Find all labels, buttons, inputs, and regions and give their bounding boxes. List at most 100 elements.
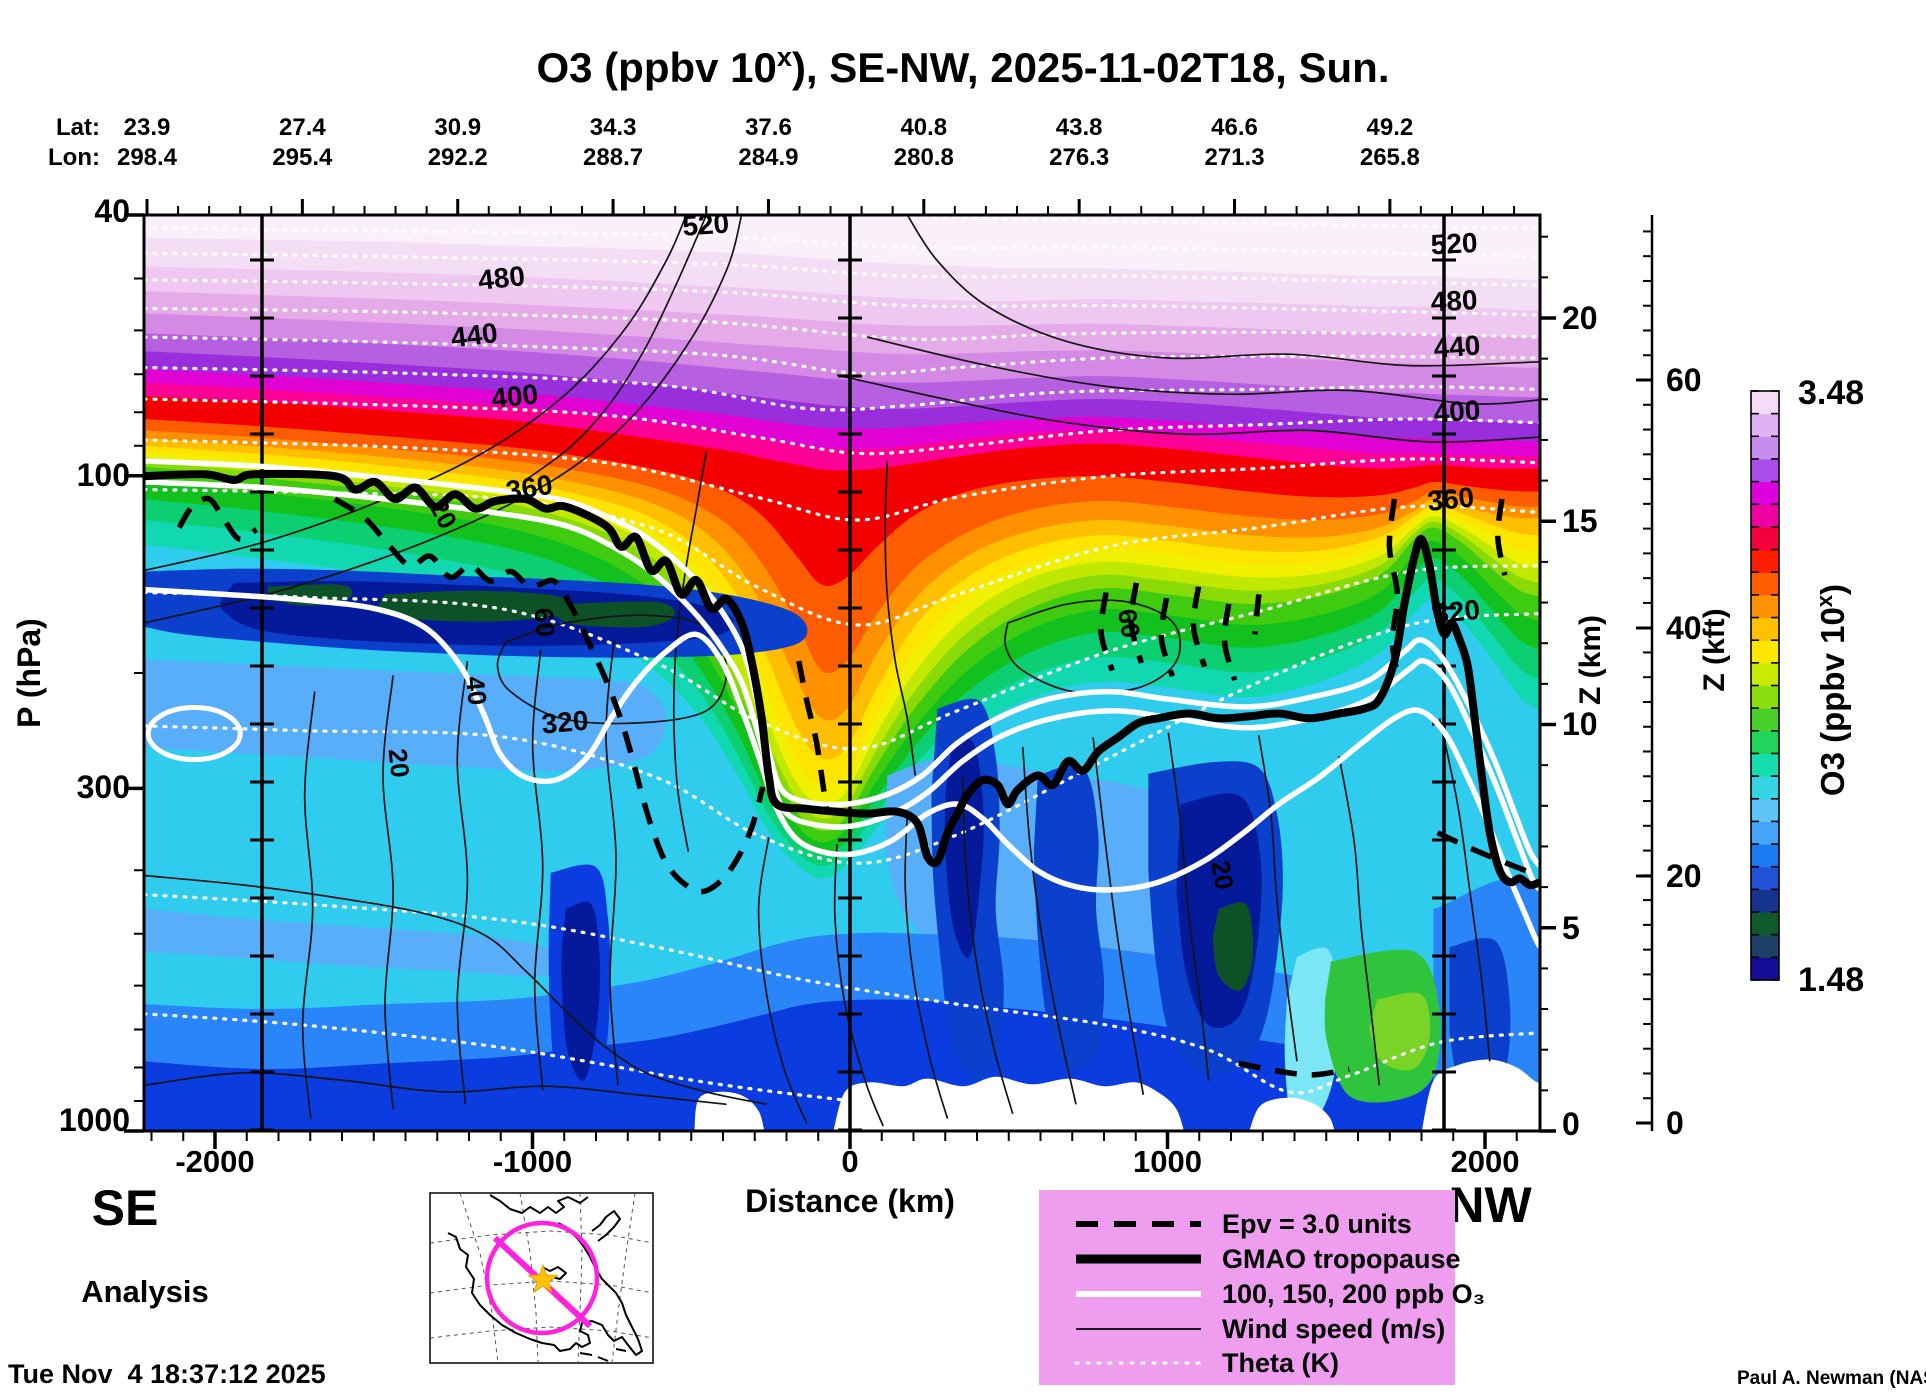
lon-value: 295.4 [272, 144, 333, 171]
theta-label: 400 [490, 378, 540, 414]
y-axis-title: P (hPa) [11, 618, 47, 728]
theta-contour [144, 335, 1540, 376]
map-transect-circle [484, 1220, 600, 1336]
wind-contour [1257, 735, 1298, 1062]
p-tick-label: 300 [77, 769, 130, 805]
colorbar-segment [1751, 640, 1779, 664]
map-graticule [577, 1193, 583, 1363]
wind-label: 40 [460, 675, 493, 707]
wind-contour [144, 1071, 727, 1106]
colorbar-min: 1.48 [1798, 961, 1864, 999]
colorbar [1750, 390, 1780, 981]
colorbar-segment [1751, 504, 1779, 528]
wind-contour [144, 874, 767, 1106]
nw-endpoint-label: NW [1448, 1177, 1532, 1233]
x-tick-label: 2000 [1451, 1144, 1520, 1179]
colorbar-segment [1751, 776, 1779, 800]
epv-contour [796, 660, 830, 814]
theta-contour [144, 1012, 960, 1113]
theta-label: 440 [449, 317, 499, 353]
chart-title: O3 (ppbv 10x), SE-NW, 2025-11-02T18, Sun… [537, 42, 1390, 91]
x-axis-title: Distance (km) [745, 1183, 955, 1219]
map-content [430, 1193, 653, 1363]
p-tick-label: 40 [94, 193, 130, 229]
o3-contour [144, 479, 1540, 892]
lon-row-label: Lon: [48, 144, 100, 171]
x-tick-label: 1000 [1133, 1144, 1202, 1179]
wind-jet-core [1004, 599, 1182, 694]
epv-contour [1128, 582, 1144, 664]
epv-contour [333, 496, 766, 895]
tropopause-line [144, 469, 1540, 890]
colorbar-segment [1751, 617, 1779, 641]
lat-value: 49.2 [1367, 114, 1414, 141]
colorbar-segment [1751, 821, 1779, 845]
wind-contour [1438, 718, 1491, 1062]
map-graticule [430, 1230, 653, 1244]
wind-contour [1338, 756, 1381, 1086]
lat-value: 27.4 [279, 114, 326, 141]
colorbar-segment [1751, 391, 1779, 415]
zkm-tick-label: 20 [1562, 300, 1598, 336]
legend-label-theta: Theta (K) [1222, 1348, 1339, 1378]
darkgreen-spot [1212, 902, 1254, 991]
wind-contour [301, 691, 316, 1119]
theta-label: 480 [477, 260, 527, 296]
theta-contour [144, 487, 1540, 627]
colorbar-segment [1751, 844, 1779, 868]
map-coastline [579, 1352, 593, 1356]
wind-contour [525, 215, 708, 481]
legend: Epv = 3.0 units GMAO tropopause 100, 150… [1039, 1190, 1485, 1385]
legend-label-epv: Epv = 3.0 units [1222, 1209, 1412, 1239]
wind-contour [1021, 746, 1077, 1105]
lon-value: 284.9 [738, 144, 798, 171]
lat-value: 37.6 [745, 114, 792, 141]
wind-contour [605, 640, 619, 1086]
zkft-tick-label: 40 [1666, 610, 1702, 646]
o3-contour [144, 586, 1540, 949]
zkft-tick-label: 60 [1666, 362, 1702, 398]
colorbar-segment [1751, 753, 1779, 777]
navy-streak [561, 901, 601, 1081]
wind-contour [884, 460, 917, 776]
colorbar-segment [1751, 685, 1779, 709]
p-tick-label: 1000 [59, 1102, 130, 1138]
wind-contour [836, 374, 1540, 443]
zkm-tick-label: 5 [1562, 910, 1580, 946]
map-graticule [430, 1326, 653, 1339]
colorbar-segment [1751, 594, 1779, 619]
theta-label: 400 [1433, 394, 1482, 428]
x-tick-label: -2000 [175, 1144, 254, 1179]
lon-value: 298.4 [117, 144, 178, 171]
legend-background [1039, 1190, 1455, 1385]
terrain-cutout [694, 1091, 765, 1131]
lon-value: 265.8 [1360, 144, 1420, 171]
cyan-column [1284, 947, 1340, 1129]
wind-contour [757, 837, 808, 1124]
wind-contour [144, 215, 743, 624]
theta-contour [144, 611, 1540, 865]
lat-value: 46.6 [1211, 114, 1258, 141]
colorbar-segment [1751, 912, 1779, 936]
lat-value: 34.3 [590, 114, 637, 141]
epv-contour [1238, 1060, 1350, 1078]
colorbar-max: 3.48 [1798, 374, 1864, 412]
legend-label-o3: 100, 150, 200 ppb O₃ [1222, 1279, 1485, 1309]
legend-label-tropopause: GMAO tropopause [1222, 1244, 1461, 1274]
lat-value: 23.9 [124, 114, 171, 141]
epv-contour [1495, 498, 1508, 576]
darkgreen-spot [553, 601, 675, 628]
colorbar-segment [1751, 866, 1779, 890]
colorbar-segment [1751, 549, 1779, 573]
lon-value: 288.7 [583, 144, 643, 171]
wind-contour [833, 844, 884, 1127]
epv-contour [176, 495, 259, 542]
wind-contour [904, 813, 949, 1119]
wind-contour [672, 451, 708, 852]
theta-label: 440 [1433, 330, 1482, 364]
colorbar-segment [1751, 481, 1779, 505]
p-tick-label: 100 [77, 457, 130, 493]
colorbar-segment [1751, 458, 1779, 483]
colorbar-segment [1751, 957, 1779, 981]
